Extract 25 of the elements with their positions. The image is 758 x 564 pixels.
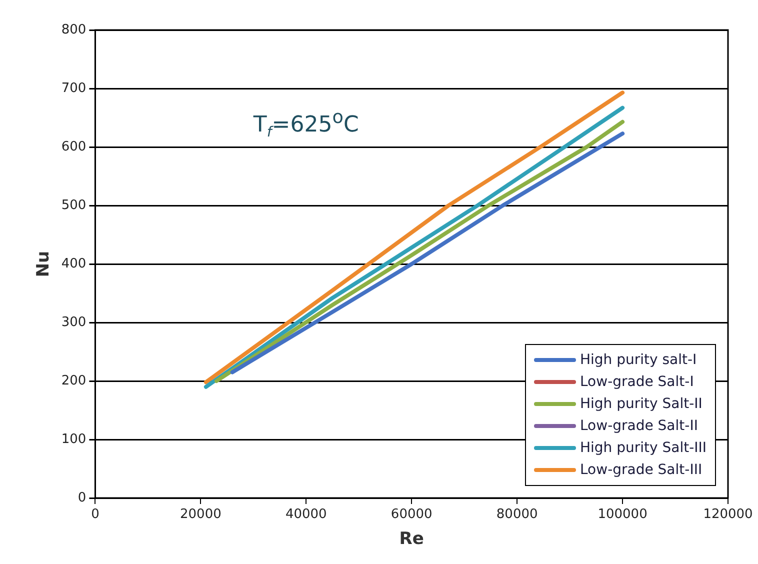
x-tick-label: 100000 <box>598 507 648 522</box>
y-axis-title: Nu <box>34 250 54 278</box>
y-tick-label: 0 <box>78 490 86 506</box>
legend-label: High purity Salt-III <box>580 440 707 456</box>
x-tick-label: 40000 <box>285 507 327 522</box>
y-tick-label: 300 <box>61 314 86 330</box>
y-tick-label: 700 <box>61 80 86 96</box>
x-tick-label: 80000 <box>496 507 538 522</box>
legend-label: Low-grade Salt-III <box>580 462 702 478</box>
annotation: T$_{f}$=625$^{o}$C <box>253 107 359 141</box>
legend-label: Low-grade Salt-I <box>580 374 694 390</box>
legend-label: High purity Salt-II <box>580 396 702 412</box>
y-tick-label: 500 <box>61 198 86 213</box>
y-tick-label: 100 <box>61 432 86 447</box>
x-tick-label: 0 <box>91 507 100 522</box>
y-tick-label: 200 <box>61 373 86 388</box>
y-tick-label: 800 <box>61 22 86 38</box>
x-axis-title: Re <box>399 529 424 550</box>
x-tick-label: 20000 <box>180 507 222 522</box>
legend-label: High purity salt-I <box>580 352 697 368</box>
x-tick-label: 120000 <box>703 507 753 522</box>
y-tick-label: 600 <box>61 139 86 154</box>
legend-label: Low-grade Salt-II <box>580 418 698 434</box>
x-tick-label: 60000 <box>390 507 432 522</box>
y-tick-label: 400 <box>61 256 86 272</box>
